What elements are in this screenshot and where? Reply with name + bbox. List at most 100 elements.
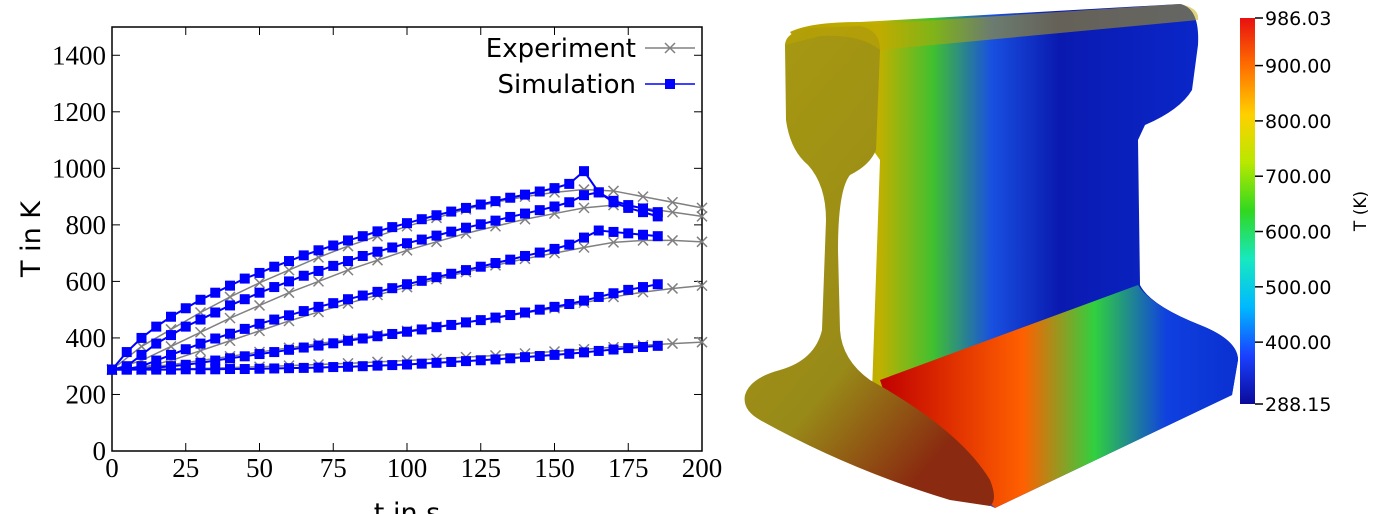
data-point: [505, 310, 515, 320]
data-point: [387, 360, 397, 370]
data-point: [550, 302, 560, 312]
data-point: [358, 333, 368, 343]
series-line: [112, 171, 658, 369]
data-point: [638, 282, 648, 292]
line-chart: 0255075100125150175200020040060080010001…: [16, 27, 722, 514]
data-point: [225, 300, 235, 310]
data-point: [638, 342, 648, 352]
data-point: [491, 258, 501, 268]
data-point: [387, 242, 397, 252]
data-point: [210, 288, 220, 298]
data-point: [107, 365, 117, 375]
data-point: [505, 212, 515, 222]
data-point: [343, 256, 353, 266]
data-point: [299, 250, 309, 260]
x-tick-label: 0: [105, 453, 119, 483]
data-point: [564, 299, 574, 309]
data-point: [550, 350, 560, 360]
data-point: [314, 266, 324, 276]
data-point: [151, 322, 161, 332]
data-point: [564, 197, 574, 207]
data-point: [417, 235, 427, 245]
data-point: [210, 333, 220, 343]
data-point: [579, 347, 589, 357]
data-point: [432, 322, 442, 332]
data-point: [358, 361, 368, 371]
y-tick-label: 1200: [52, 97, 106, 127]
x-tick-label: 75: [320, 453, 347, 483]
data-point: [373, 331, 383, 341]
data-point: [373, 287, 383, 297]
x-tick-label: 25: [172, 453, 199, 483]
data-point: [343, 362, 353, 372]
data-point: [314, 363, 324, 373]
data-point: [255, 288, 265, 298]
data-point: [461, 356, 471, 366]
data-point: [137, 350, 147, 360]
data-point: [328, 261, 338, 271]
data-point: [284, 345, 294, 355]
data-point: [432, 358, 442, 368]
data-point: [520, 307, 530, 317]
data-point: [653, 279, 663, 289]
data-point: [284, 310, 294, 320]
data-point: [373, 226, 383, 236]
legend-label: Simulation: [498, 70, 637, 100]
data-point: [579, 296, 589, 306]
x-tick-label: 100: [387, 453, 428, 483]
data-point: [255, 278, 265, 288]
data-point: [402, 360, 412, 370]
data-point: [402, 238, 412, 248]
data-point: [476, 262, 486, 272]
data-point: [387, 283, 397, 293]
data-point: [151, 365, 161, 375]
data-point: [284, 256, 294, 266]
data-point: [181, 344, 191, 354]
data-point: [166, 330, 176, 340]
data-point: [181, 364, 191, 374]
data-point: [328, 338, 338, 348]
data-point: [402, 279, 412, 289]
series-line: [112, 192, 658, 369]
data-point: [432, 210, 442, 220]
data-point: [623, 343, 633, 353]
data-point: [594, 346, 604, 356]
colorbar-tick-label: 700.00: [1265, 166, 1331, 188]
data-point: [476, 355, 486, 365]
data-point: [255, 268, 265, 278]
data-point: [520, 190, 530, 200]
data-point: [299, 363, 309, 373]
data-point: [343, 294, 353, 304]
y-tick-label: 400: [66, 323, 107, 353]
colorbar-tick-label: 600.00: [1265, 222, 1331, 244]
data-point: [343, 235, 353, 245]
data-point: [564, 240, 574, 250]
data-point: [255, 300, 265, 310]
data-point: [373, 361, 383, 371]
y-tick-label: 800: [66, 210, 107, 240]
data-point: [609, 288, 619, 298]
data-point: [314, 245, 324, 255]
data-point: [225, 364, 235, 374]
x-tick-label: 150: [534, 453, 575, 483]
data-point: [269, 315, 279, 325]
y-tick-label: 600: [66, 266, 107, 296]
data-point: [579, 166, 589, 176]
data-point: [417, 324, 427, 334]
data-point: [623, 228, 633, 238]
data-point: [609, 227, 619, 237]
data-point: [137, 333, 147, 343]
colorbar-label: T (K): [1351, 191, 1371, 232]
colorbar: 986.03900.00800.00700.00600.00500.00400.…: [1240, 8, 1371, 416]
data-point: [564, 179, 574, 189]
colorbar-tick-label: 800.00: [1265, 111, 1331, 133]
data-point: [387, 329, 397, 339]
data-point: [446, 227, 456, 237]
data-point: [181, 303, 191, 313]
data-point: [505, 353, 515, 363]
data-point: [520, 251, 530, 261]
data-point: [535, 351, 545, 361]
data-point: [461, 203, 471, 213]
data-point: [284, 288, 294, 298]
data-point: [446, 269, 456, 279]
